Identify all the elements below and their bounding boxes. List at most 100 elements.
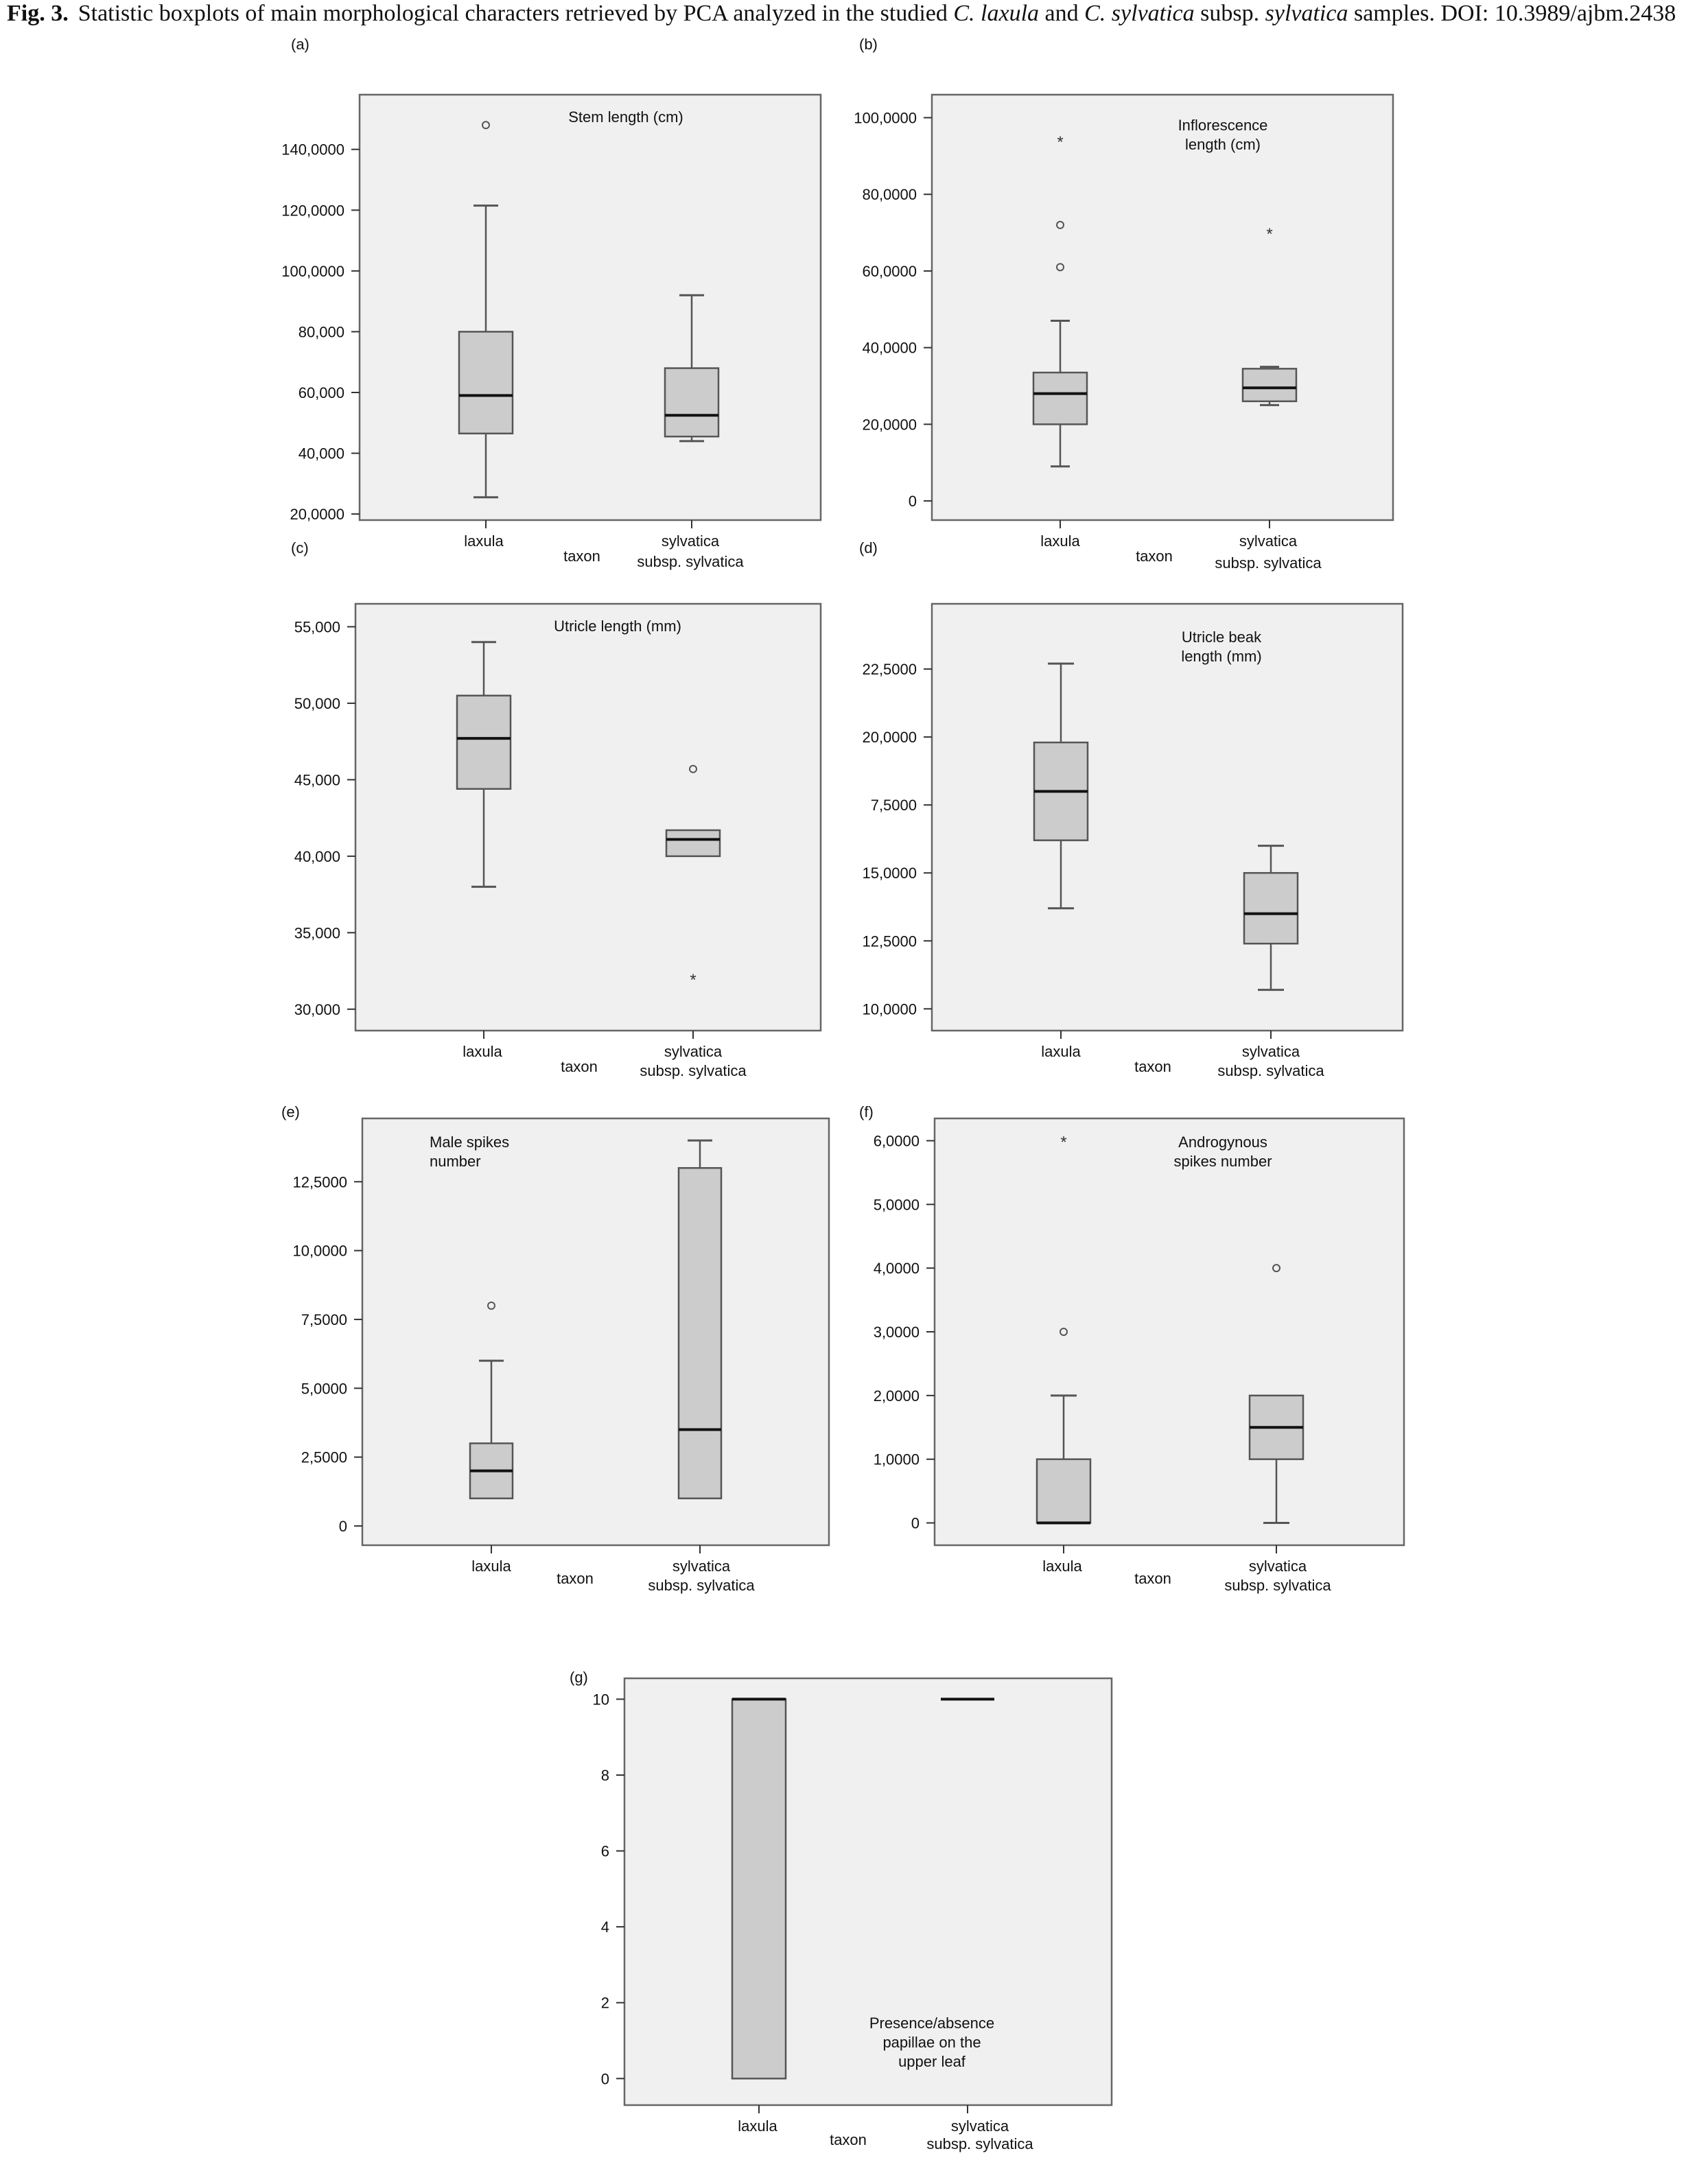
y-tick-label: 20,0000 xyxy=(862,416,917,433)
y-tick-label: 10 xyxy=(593,1691,609,1708)
panel-label: (a) xyxy=(291,36,309,53)
x-axis-title: taxon xyxy=(1134,1570,1171,1587)
x-tick-label: subsp. sylvatica xyxy=(648,1577,755,1594)
y-tick-label: 100,0000 xyxy=(854,110,917,127)
caption-part: sylvatica xyxy=(1265,1,1348,26)
extreme-point: * xyxy=(1266,225,1272,244)
y-tick-label: 3,0000 xyxy=(874,1324,920,1341)
outlier-point xyxy=(1056,263,1064,272)
y-tick-label: 22,5000 xyxy=(862,661,917,678)
x-tick-label: laxula xyxy=(471,1558,511,1575)
y-tick-label: 35,000 xyxy=(294,924,340,941)
y-tick-label: 6 xyxy=(601,1843,609,1860)
panel-label: (e) xyxy=(281,1103,300,1120)
panel-a: (a) Stem length (cm) 20,0000 40,000 60,000 80… xyxy=(281,36,822,570)
chart-title: length (cm) xyxy=(1185,136,1261,153)
chart-title: Inflorescence xyxy=(1178,117,1268,134)
x-tick-label: subsp. sylvatica xyxy=(1224,1577,1331,1594)
y-tick-label: 2,0000 xyxy=(874,1387,920,1405)
box-laxula xyxy=(731,1698,787,2080)
chart-title: spikes number xyxy=(1173,1153,1272,1170)
outlier-point xyxy=(487,1301,495,1310)
figure-caption: Fig. 3. Statistic boxplots of main morpho… xyxy=(7,0,1695,27)
x-axis-title: taxon xyxy=(1134,1058,1171,1075)
y-tick-label: 15,0000 xyxy=(862,865,917,882)
chart-title: Utricle length (mm) xyxy=(554,618,681,635)
x-tick-label: sylvatica xyxy=(664,1043,723,1060)
caption-part: C. sylvatica xyxy=(1084,1,1195,26)
y-tick-label: 7,5000 xyxy=(301,1311,347,1328)
plot-area xyxy=(623,1677,1113,2106)
y-tick-label: 100,0000 xyxy=(281,263,344,280)
iqr-box xyxy=(664,367,720,438)
y-tick-label: 2,5000 xyxy=(301,1449,347,1466)
iqr-box xyxy=(458,331,514,435)
x-tick-label: sylvatica xyxy=(951,2117,1009,2135)
x-tick-label: subsp. sylvatica xyxy=(640,1062,747,1079)
y-tick-label: 60,0000 xyxy=(862,263,917,280)
panel-c: (c) Utricle length (mm) 30,000 35,000 40,000… xyxy=(291,539,822,1079)
caption-text: Statistic boxplots of main morphological… xyxy=(78,1,1676,26)
chart-title: number xyxy=(430,1153,481,1170)
panel-label: (g) xyxy=(570,1669,588,1686)
figure-label: Fig. 3. xyxy=(7,1,69,26)
y-tick-label: 1,0000 xyxy=(874,1451,920,1468)
plot-area xyxy=(358,93,822,521)
plot-area xyxy=(361,1117,830,1547)
y-tick-label: 40,0000 xyxy=(862,340,917,357)
y-tick-label: 2 xyxy=(601,1995,609,2012)
x-tick-label: laxula xyxy=(738,2117,777,2135)
panel-b: (b) Inflorescence length (cm) 0 20,0000 40,00… xyxy=(854,36,1394,572)
caption-part: C. laxula xyxy=(953,1,1040,26)
iqr-box xyxy=(1243,871,1299,945)
iqr-box xyxy=(1032,371,1088,425)
extreme-point: * xyxy=(1060,1133,1066,1151)
box-laxula xyxy=(456,641,512,888)
y-tick-label: 10,0000 xyxy=(862,1000,917,1018)
x-tick-label: sylvatica xyxy=(1242,1043,1300,1060)
y-tick-label: 5,0000 xyxy=(874,1196,920,1213)
caption-part: samples. DOI: 10.3989/ajbm.2438 xyxy=(1348,1,1676,26)
chart-title: papillae on the xyxy=(882,2034,981,2051)
x-tick-label: subsp. sylvatica xyxy=(1217,1062,1324,1079)
outlier-point xyxy=(1060,1328,1068,1336)
y-tick-label: 40,000 xyxy=(299,445,344,462)
iqr-box xyxy=(677,1166,723,1500)
extreme-point: * xyxy=(1057,133,1063,152)
iqr-box xyxy=(1036,1458,1092,1524)
chart-title: upper leaf xyxy=(898,2053,966,2070)
iqr-box xyxy=(456,694,512,790)
y-tick-label: 0 xyxy=(601,2070,609,2087)
panel-label: (f) xyxy=(859,1103,874,1120)
iqr-box xyxy=(665,829,721,858)
plot-area xyxy=(933,1117,1405,1547)
panel-label: (b) xyxy=(859,36,878,53)
x-tick-label: laxula xyxy=(1042,1558,1082,1575)
y-tick-label: 8 xyxy=(601,1767,609,1784)
x-tick-label: sylvatica xyxy=(1249,1558,1307,1575)
y-tick-label: 80,000 xyxy=(299,323,344,340)
box-sylvatica: * xyxy=(665,764,721,989)
y-tick-label: 20,0000 xyxy=(862,729,917,746)
y-tick-label: 20,0000 xyxy=(290,506,344,523)
iqr-box xyxy=(731,1698,787,2080)
chart-title: Presence/absence xyxy=(869,2015,994,2032)
box-laxula: * xyxy=(1032,133,1088,468)
chart-title: Utricle beak xyxy=(1182,629,1262,646)
x-tick-label: laxula xyxy=(1040,532,1080,550)
x-axis-title: taxon xyxy=(830,2131,867,2148)
y-tick-label: 30,000 xyxy=(294,1001,340,1018)
x-tick-label: subsp. sylvatica xyxy=(637,553,744,570)
x-tick-label: laxula xyxy=(463,1043,502,1060)
x-axis-title: taxon xyxy=(561,1058,598,1075)
outlier-point xyxy=(482,121,490,130)
y-tick-label: 0 xyxy=(909,493,917,510)
x-axis-title: taxon xyxy=(557,1570,594,1587)
box-sylvatica xyxy=(1248,1264,1305,1525)
x-tick-label: laxula xyxy=(1041,1043,1081,1060)
x-axis-title: taxon xyxy=(1136,548,1173,565)
panel-g: (g) Presence/absence papillae on the upper … xyxy=(570,1669,1113,2152)
outlier-point xyxy=(689,764,697,773)
chart-title: Stem length (cm) xyxy=(568,108,683,126)
